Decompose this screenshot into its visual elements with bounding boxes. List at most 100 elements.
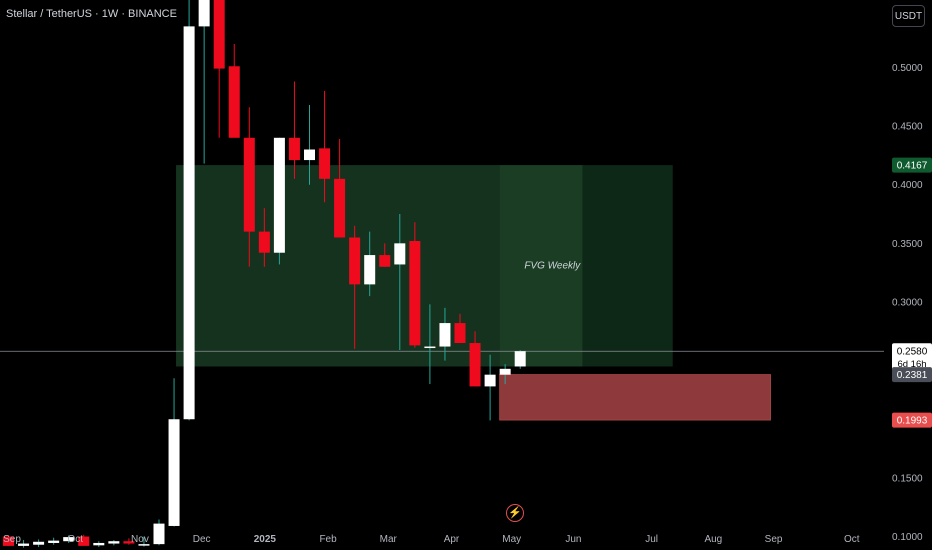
- price-tick-label: 0.3000: [892, 297, 923, 308]
- candle: [349, 225, 361, 349]
- candle: [243, 107, 255, 267]
- price-tick-label: 0.4500: [892, 122, 923, 133]
- time-tick-label: Apr: [444, 534, 460, 545]
- candle: [153, 519, 165, 546]
- price-tick-label: 0.5000: [892, 63, 923, 74]
- candle-body: [514, 351, 526, 367]
- candle: [228, 43, 240, 138]
- candle-body: [63, 537, 75, 542]
- bolt-circle-icon[interactable]: ⚡: [506, 504, 524, 522]
- candle: [93, 541, 105, 548]
- target-zone: [499, 374, 771, 421]
- currency-button[interactable]: USDT: [892, 5, 925, 27]
- candle-body: [409, 240, 421, 346]
- price-badge-bg: [892, 367, 932, 383]
- candle-body: [349, 237, 361, 285]
- price-badge-value: 0.1993: [897, 416, 928, 427]
- candle-body: [243, 137, 255, 232]
- price-tick-label: 0.3500: [892, 239, 923, 250]
- time-tick-label: Aug: [704, 534, 722, 545]
- candle-body: [198, 0, 210, 27]
- candle-body: [288, 137, 300, 161]
- candle-body: [258, 231, 270, 253]
- candle: [183, 0, 195, 421]
- time-tick-label: Oct: [844, 534, 860, 545]
- candle-body: [454, 323, 466, 344]
- candle: [319, 90, 331, 203]
- price-badge: 0.2381: [892, 367, 932, 383]
- candle: [108, 540, 120, 546]
- candle-body: [499, 368, 511, 375]
- time-tick-label: Dec: [193, 534, 211, 545]
- current-price-value: 0.2580: [897, 347, 928, 358]
- candle: [514, 350, 526, 369]
- candle-body: [228, 66, 240, 138]
- fvg-weekly-label: FVG Weekly: [524, 260, 581, 271]
- time-axis[interactable]: Sep Oct Nov Dec 2025 Feb Mar Apr May Jun Jul Aug Sep…: [3, 534, 860, 545]
- price-axis[interactable]: 0.10000.15000.25000.30000.35000.40000.45…: [892, 63, 923, 543]
- candle: [63, 535, 75, 543]
- candle: [138, 536, 150, 547]
- candle-body: [469, 343, 481, 387]
- candle: [364, 231, 376, 297]
- candles-layer: [3, 0, 526, 548]
- candle: [3, 535, 14, 546]
- candle-body: [168, 419, 180, 526]
- candle-body: [364, 255, 376, 285]
- candle-body: [273, 137, 285, 253]
- zones-layer: [176, 165, 771, 421]
- candle-body: [3, 536, 14, 546]
- candle: [499, 364, 511, 385]
- price-badge: 0.1993: [892, 412, 932, 428]
- candle-body: [379, 255, 391, 267]
- candle: [123, 538, 135, 545]
- candle: [304, 104, 315, 185]
- candle-body: [424, 346, 436, 349]
- time-tick-label: Sep: [3, 534, 21, 545]
- time-tick-label: Jul: [645, 534, 658, 545]
- candle: [258, 208, 270, 267]
- price-badge: 0.4167: [892, 157, 932, 173]
- candle-body: [183, 26, 195, 420]
- candle-body: [48, 540, 60, 543]
- price-badge-value: 0.2381: [897, 370, 928, 381]
- price-tick-label: 0.1000: [892, 532, 923, 543]
- candle: [424, 304, 436, 385]
- candle: [213, 0, 225, 138]
- candle: [198, 0, 210, 164]
- time-tick-label: 2025: [254, 534, 277, 545]
- candle-body: [123, 541, 135, 544]
- candle-body: [18, 543, 30, 546]
- price-badge-value: 0.4167: [897, 161, 928, 172]
- price-tick-label: 0.1500: [892, 473, 923, 484]
- candle-body: [93, 542, 105, 546]
- price-tick-label: 0.4000: [892, 180, 923, 191]
- candle-countdown: 6d 16h: [897, 359, 926, 370]
- candle-body: [153, 523, 165, 545]
- symbol-title[interactable]: Stellar / TetherUS · 1W · BINANCE: [6, 8, 177, 20]
- candle: [48, 537, 60, 545]
- candle: [18, 540, 30, 548]
- annotation-layer: FVG Weekly: [524, 260, 581, 271]
- candle-body: [304, 149, 315, 161]
- time-tick-label: Oct: [67, 534, 83, 545]
- candle: [168, 378, 180, 527]
- candle: [379, 243, 391, 267]
- time-tick-label: Nov: [131, 534, 149, 545]
- time-tick-label: Jun: [565, 534, 581, 545]
- candle-body: [319, 148, 331, 179]
- candle: [409, 222, 421, 348]
- time-tick-label: Feb: [319, 534, 337, 545]
- time-tick-label: Sep: [765, 534, 783, 545]
- candle: [273, 137, 285, 265]
- candle-body: [138, 544, 150, 546]
- candle-body: [33, 541, 45, 545]
- candle: [334, 138, 346, 238]
- candle-body: [213, 0, 225, 69]
- candle: [288, 81, 300, 179]
- candle: [469, 331, 481, 387]
- time-tick-label: May: [502, 534, 521, 545]
